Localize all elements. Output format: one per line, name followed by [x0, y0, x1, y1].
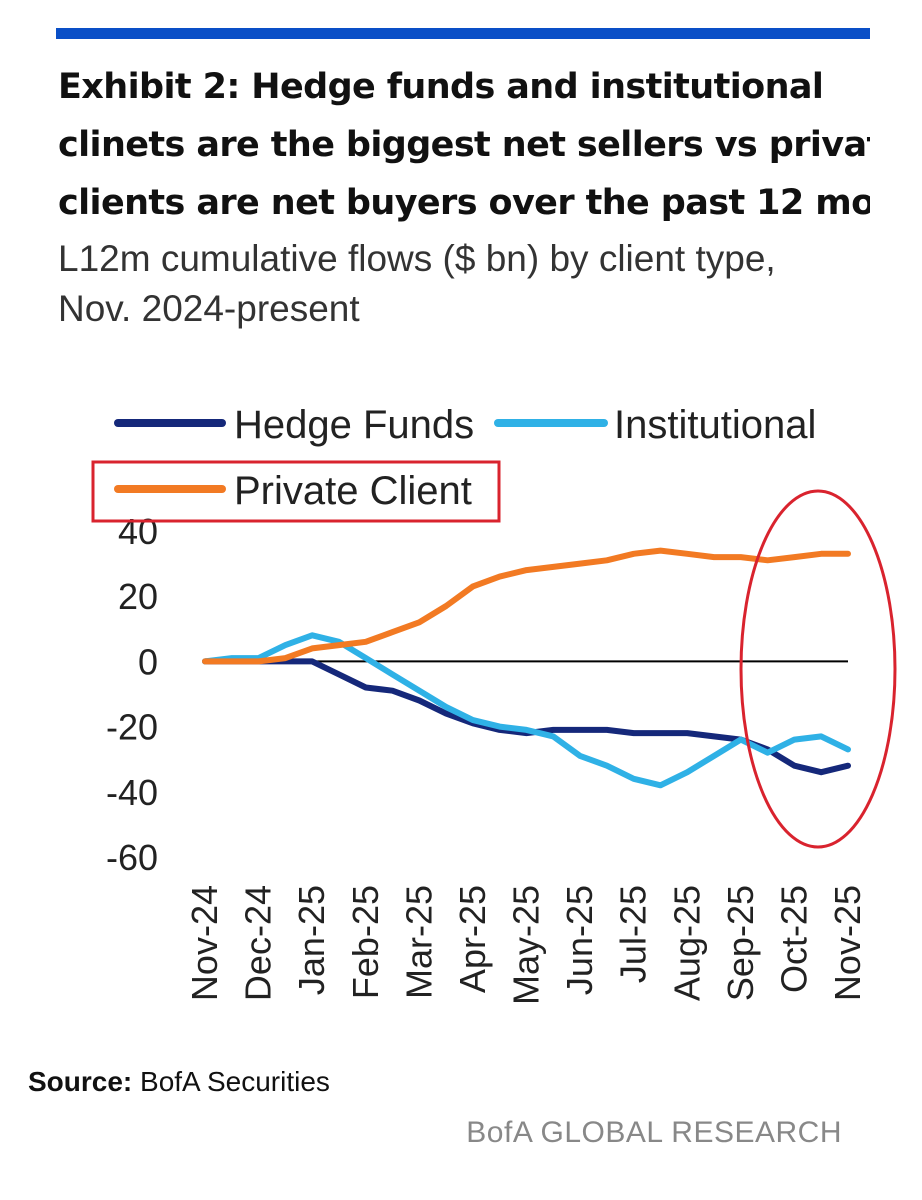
y-tick-label: 0: [138, 641, 158, 682]
title-line: Exhibit 2: Hedge funds and institutional: [58, 67, 824, 107]
legend-label: Institutional: [614, 403, 816, 447]
x-tick-label: Jan-25: [291, 885, 332, 995]
chart-subtitle: L12m cumulative flows ($ bn) by client t…: [58, 234, 858, 334]
x-tick-label: May-25: [506, 885, 547, 1005]
series-line-private-client: [202, 547, 851, 665]
x-tick-label: Apr-25: [452, 885, 493, 993]
series-line-institutional: [202, 632, 851, 789]
x-tick-label: Mar-25: [398, 885, 439, 999]
x-tick-label: Jun-25: [559, 885, 600, 995]
y-tick-label: 20: [118, 576, 158, 617]
accent-bar: [56, 28, 870, 39]
x-tick-label: Nov-24: [184, 885, 225, 1001]
legend-label: Private Client: [234, 469, 472, 513]
brand-footer: BofA GLOBAL RESEARCH: [466, 1116, 842, 1149]
x-tick-label: Jul-25: [613, 885, 654, 983]
subtitle-line: L12m cumulative flows ($ bn) by client t…: [58, 238, 776, 279]
highlight-box: [91, 460, 501, 523]
x-tick-label: Sep-25: [720, 885, 761, 1001]
y-tick-label: -40: [106, 772, 158, 813]
x-tick-label: Dec-24: [238, 885, 279, 1001]
title-line: clinets are the biggest net sellers vs p…: [58, 125, 870, 165]
y-tick-label: 40: [118, 511, 158, 552]
source-label: Source:: [28, 1066, 133, 1097]
x-tick-label: Nov-25: [827, 885, 868, 1001]
line-chart: 40 20 0 -20 -40 -60 Nov-24 Dec-24 Jan-25 Feb-25 Ma…: [91, 403, 897, 1005]
source-note: Source: BofA Securities: [28, 1066, 330, 1098]
y-tick-label: -20: [106, 707, 158, 748]
legend-label: Hedge Funds: [234, 403, 474, 447]
y-tick-label: -60: [106, 837, 158, 878]
source-text: BofA Securities: [132, 1066, 330, 1097]
x-tick-label: Oct-25: [773, 885, 814, 993]
subtitle-line: Nov. 2024-present: [58, 288, 360, 329]
x-tick-label: Feb-25: [345, 885, 386, 999]
x-tick-label: Aug-25: [666, 885, 707, 1001]
title-line: clients are net buyers over the past 12 …: [58, 183, 870, 223]
highlight-ellipse: [739, 489, 897, 849]
chart-title: Exhibit 2: Hedge funds and institutional…: [58, 58, 870, 232]
